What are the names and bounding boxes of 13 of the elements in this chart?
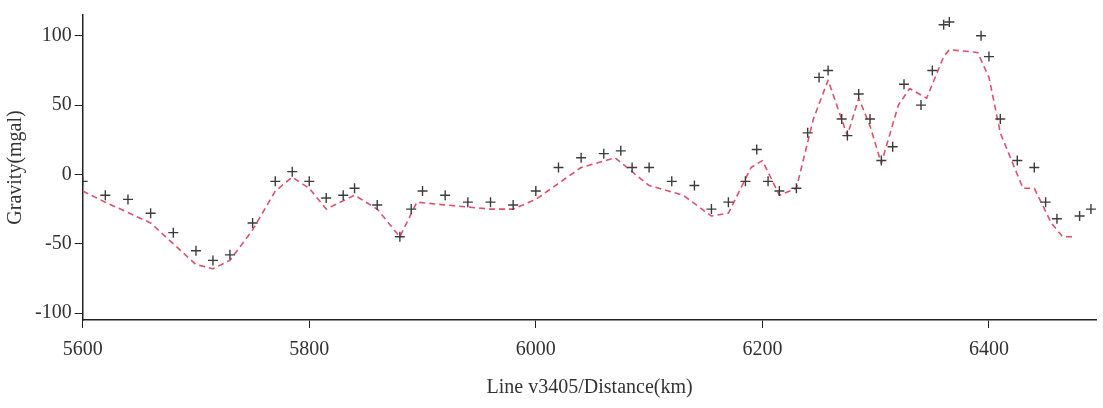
x-tick-label: 5600 bbox=[62, 337, 103, 360]
line-series bbox=[82, 48, 1075, 270]
y-tick-label: -100 bbox=[34, 300, 72, 323]
x-tick-label: 6400 bbox=[968, 337, 1009, 360]
y-tick-label: 50 bbox=[51, 92, 72, 115]
x-axis-title: Line v3405/Distance(km) bbox=[486, 375, 693, 399]
x-tick-label: 6000 bbox=[515, 337, 556, 360]
y-tick-label: -50 bbox=[44, 231, 72, 253]
y-tick-label: 0 bbox=[61, 161, 72, 184]
y-tick-label: 100 bbox=[41, 23, 72, 46]
y-axis-title: Gravity(mgal) bbox=[3, 110, 27, 225]
x-tick-label: 5800 bbox=[289, 337, 330, 360]
x-tick-label: 6200 bbox=[742, 337, 783, 360]
